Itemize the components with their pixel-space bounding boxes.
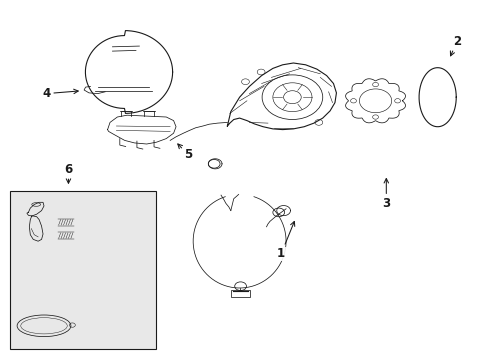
Text: 3: 3 xyxy=(382,179,389,210)
Bar xyxy=(10,191,156,349)
Circle shape xyxy=(394,99,400,103)
Text: 6: 6 xyxy=(64,163,72,183)
Circle shape xyxy=(372,82,378,87)
Text: 1: 1 xyxy=(277,221,294,260)
Text: 2: 2 xyxy=(449,35,460,56)
Text: 4: 4 xyxy=(42,87,78,100)
Text: 5: 5 xyxy=(178,144,192,161)
Circle shape xyxy=(350,99,356,103)
Circle shape xyxy=(372,115,378,119)
Bar xyxy=(230,290,250,297)
